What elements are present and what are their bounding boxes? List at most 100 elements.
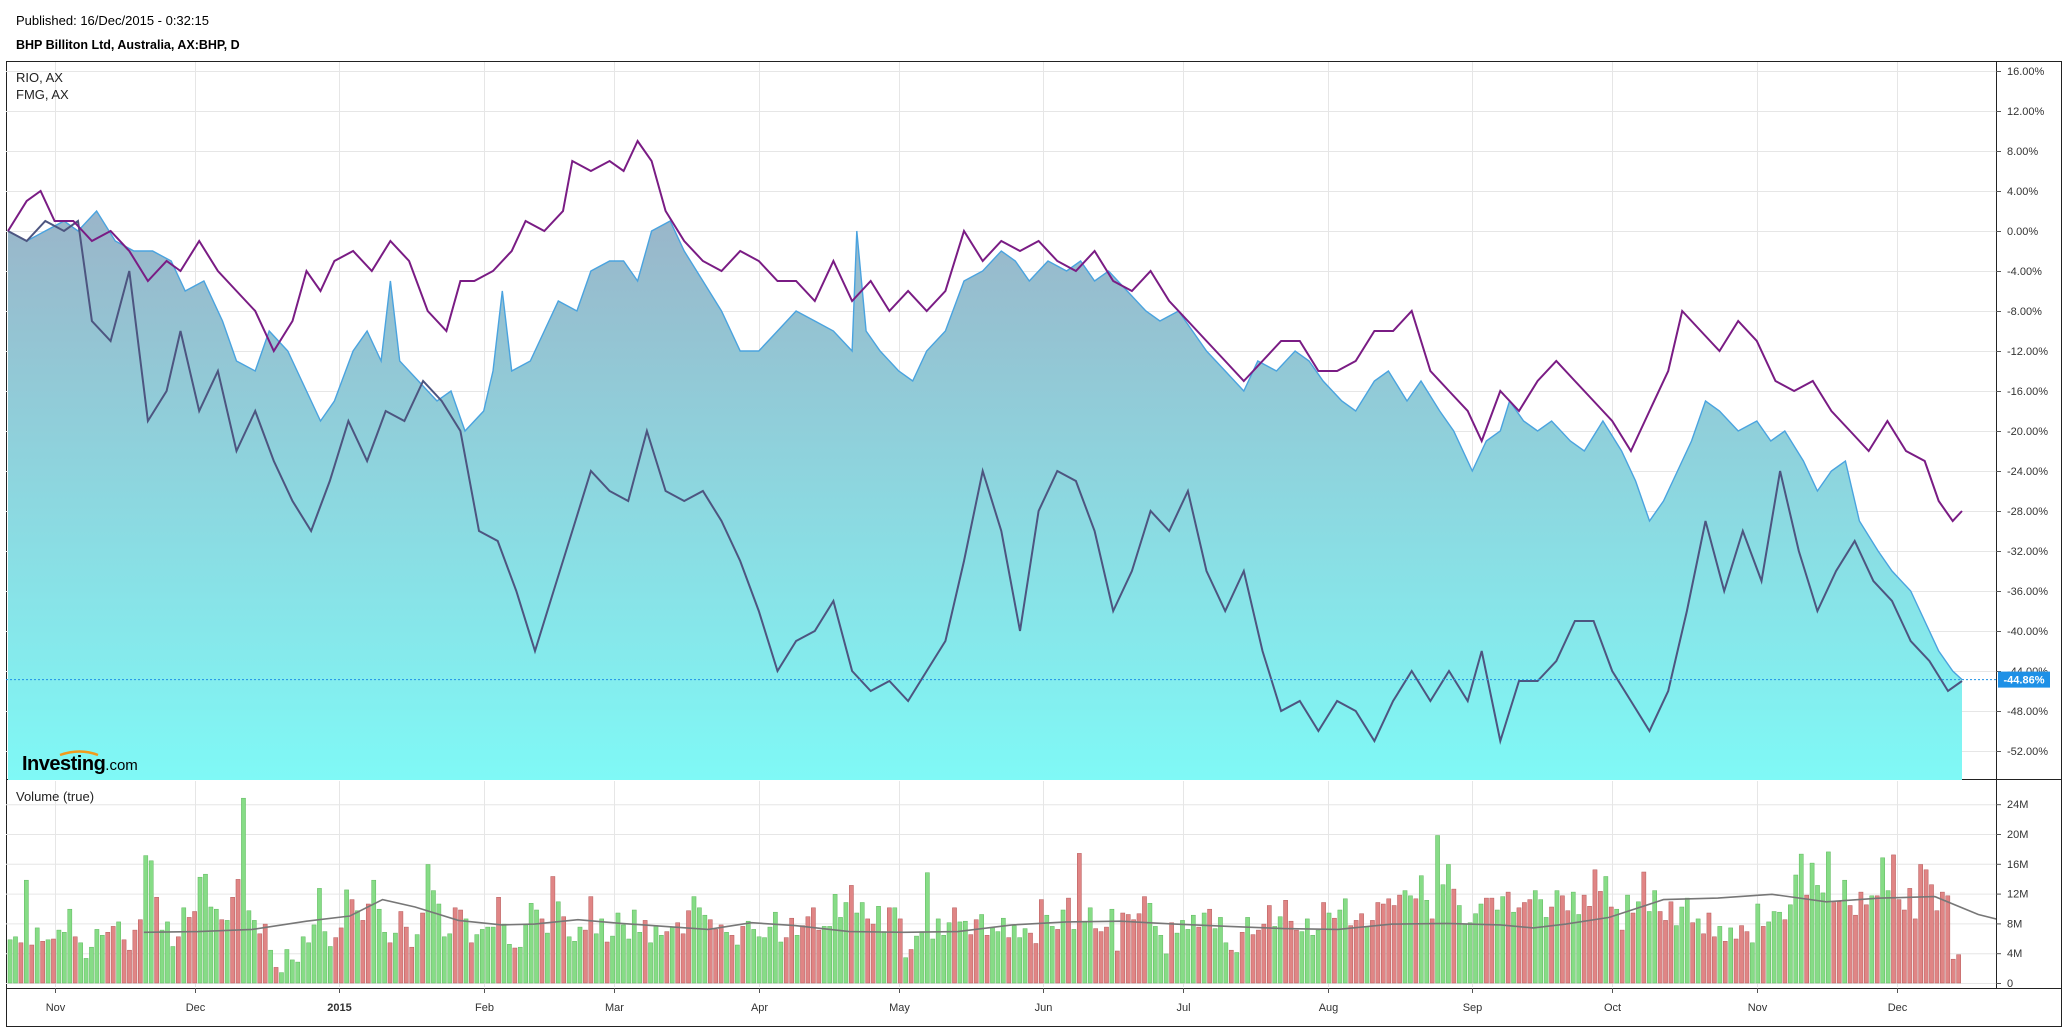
volume-bar-down [1006, 937, 1012, 984]
volume-bar-up [1082, 920, 1088, 984]
volume-bar-down [539, 918, 545, 984]
volume-bar-down [257, 933, 263, 984]
x-tick-label: Apr [751, 1002, 768, 1014]
volume-bar-down [132, 929, 138, 984]
volume-bar-down [1739, 925, 1744, 984]
volume-bar-up [300, 936, 306, 984]
volume-bar-up [1755, 903, 1761, 984]
volume-bar-down [1663, 920, 1668, 984]
volume-bar-down [1505, 891, 1511, 984]
volume-bar-up [1766, 921, 1771, 984]
volume-bar-down [1397, 894, 1402, 984]
volume-bar-down [849, 885, 854, 984]
volume-bar-down [403, 926, 409, 984]
volume-bar-up [1842, 879, 1847, 984]
y-tick-label: -24.00% [2007, 466, 2048, 478]
volume-bar-down [230, 897, 235, 984]
y-tick-label: -20.00% [2007, 426, 2048, 438]
volume-bar-down [1874, 895, 1880, 984]
volume-bar-down [420, 912, 425, 984]
volume-bar-up [327, 946, 333, 984]
volume-bar-up [545, 932, 550, 984]
volume-bar-up [1820, 892, 1826, 984]
volume-bar-up [593, 933, 599, 984]
rio-series-line [7, 139, 1963, 523]
volume-bar-down [110, 926, 116, 984]
volume-bar-up [1826, 851, 1831, 984]
volume-bar-up [1158, 935, 1164, 984]
volume-bar-up [208, 906, 214, 984]
volume-bar-down [561, 916, 567, 984]
volume-bar-up [1777, 911, 1782, 984]
volume-bar-down [952, 907, 957, 984]
volume-bar-up [1147, 903, 1153, 984]
volume-bar-down [686, 910, 691, 984]
volume-bar-up [843, 902, 849, 984]
volume-bar-down [1125, 914, 1131, 984]
volume-bar-down [1760, 926, 1766, 984]
volume-bar-down [1923, 869, 1929, 984]
volume-bar-up [1728, 927, 1733, 984]
volume-bar-up [170, 946, 176, 984]
volume-bar-up [1304, 918, 1310, 984]
volume-bar-up [1554, 890, 1560, 984]
volume-bar-up [919, 931, 925, 984]
volume-bar-down [51, 938, 56, 984]
volume-bar-up [659, 935, 664, 984]
volume-tick-label: 0 [2007, 978, 2013, 990]
volume-bar-down [1386, 898, 1392, 984]
volume-bar-up [414, 934, 420, 984]
volume-bar-up [572, 941, 577, 984]
volume-bar-up [1467, 922, 1473, 984]
bhp-area-series [8, 211, 1962, 780]
volume-bar-down [1283, 900, 1288, 984]
volume-bar-down [1207, 908, 1212, 984]
volume-bar-down [273, 967, 279, 984]
volume-bar-up [821, 926, 827, 984]
volume-bar-down [1853, 914, 1858, 984]
volume-bar-up [393, 932, 398, 984]
volume-bar-down [1484, 897, 1489, 984]
volume-bar-up [577, 926, 583, 984]
volume-tick-label: 20M [2007, 829, 2028, 841]
volume-bar-up [89, 946, 94, 984]
volume-bar-down [72, 936, 78, 984]
volume-bar-down [1565, 910, 1571, 984]
volume-bar-up [62, 932, 67, 984]
volume-bar-up [1603, 876, 1609, 984]
volume-bar-down [1657, 911, 1663, 984]
volume-bar-down [680, 933, 686, 984]
volume-bar-up [832, 894, 838, 984]
volume-bar-down [1858, 891, 1864, 984]
volume-bar-up [67, 908, 73, 984]
volume-bar-up [1174, 932, 1180, 984]
volume-bar-up [838, 917, 843, 984]
y-tick-label: -32.00% [2007, 546, 2048, 558]
volume-bar-down [713, 929, 718, 984]
volume-bar-up [1337, 909, 1343, 984]
badge-bg [1998, 671, 2050, 688]
logo-text: Investing.com [22, 753, 138, 775]
volume-bar-down [458, 909, 463, 984]
volume-bar-up [756, 936, 762, 984]
volume-bar-down [664, 931, 670, 984]
volume-bar-up [501, 923, 507, 984]
volume-bar-down [1522, 902, 1527, 984]
volume-bar-up [621, 924, 626, 984]
volume-bar-up [892, 907, 898, 984]
volume-bar-up [279, 972, 284, 984]
x-tick-label: Jul [1176, 1002, 1190, 1014]
volume-tick-label: 24M [2007, 799, 2028, 811]
volume-bar-up [1044, 914, 1050, 984]
volume-bar-down [800, 925, 805, 984]
volume-bar-down [707, 919, 713, 984]
volume-bar-down [1929, 884, 1934, 984]
y-tick-label: -48.00% [2007, 706, 2048, 718]
volume-bar-down [1229, 949, 1234, 984]
volume-bar-down [1934, 910, 1940, 984]
volume-bar-down [1581, 894, 1587, 984]
volume-bar-up [1017, 937, 1022, 984]
volume-bar-up [1402, 890, 1408, 984]
volume-bar-up [555, 901, 561, 984]
